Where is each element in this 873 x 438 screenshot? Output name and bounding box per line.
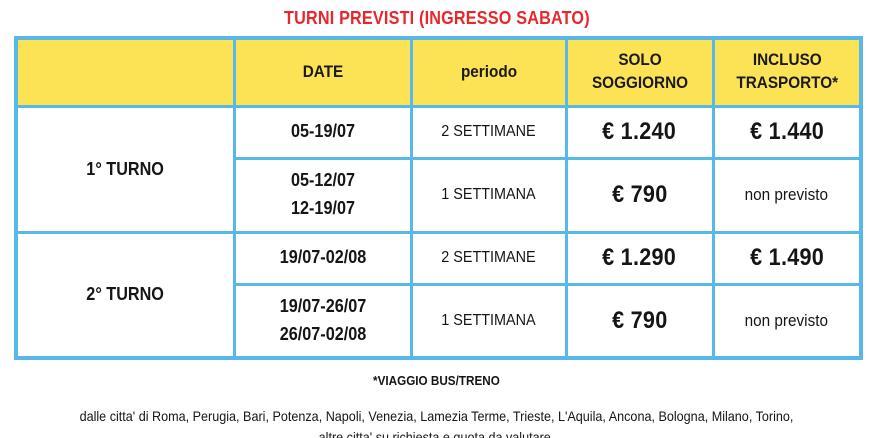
period-cell: 1 SETTIMANA xyxy=(409,282,568,360)
page-title-text: TURNI PREVISTI (INGRESSO SABATO) xyxy=(283,8,590,28)
table-row: 1° TURNO 05-19/07 2 SETTIMANE € 1.240 € … xyxy=(14,104,863,234)
cities-note: dalle citta' di Roma, Perugia, Bari, Pot… xyxy=(0,406,873,438)
header-empty xyxy=(14,36,236,108)
bus-treno-footnote: *VIAGGIO BUS/TRENO xyxy=(14,373,859,388)
header-periodo: periodo xyxy=(409,36,568,108)
cities-note-line2: altre citta' su richiesta e quota da val… xyxy=(318,429,555,438)
incluso-trasporto-price-cell: € 1.490 xyxy=(711,230,863,286)
period-value: 1 SETTIMANA xyxy=(441,311,536,329)
header-incluso-trasporto: INCLUSO TRASPORTO* xyxy=(711,36,863,108)
turno-1-label: 1° TURNO xyxy=(86,158,165,179)
period-value: 1 SETTIMANA xyxy=(441,186,536,203)
turno-1-label-cell: 1° TURNO xyxy=(14,104,236,234)
price-value: € 790 xyxy=(611,181,668,208)
price-value: € 1.440 xyxy=(749,118,824,145)
date-cell: 19/07-02/08 xyxy=(232,230,413,286)
solo-soggiorno-price-cell: € 1.240 xyxy=(564,104,715,160)
table-row: 19/07-26/07 26/07-02/08 1 SETTIMANA € 79… xyxy=(16,282,863,360)
header-row: DATE periodo SOLO SOGGIORNO INCLUSO TRAS… xyxy=(14,36,863,108)
not-available-label: non previsto xyxy=(745,310,829,330)
period-cell: 2 SETTIMANE xyxy=(409,104,568,160)
header-incluso-line1: INCLUSO xyxy=(752,50,822,70)
date-value: 19/07-02/08 xyxy=(279,247,366,268)
price-value: € 1.240 xyxy=(602,118,677,145)
solo-soggiorno-price-cell: € 790 xyxy=(564,282,715,360)
date-cell: 05-19/07 xyxy=(232,104,413,160)
bus-treno-footnote-text: *VIAGGIO BUS/TRENO xyxy=(373,373,500,388)
table-row: 05-12/07 12-19/07 1 SETTIMANA € 790 non … xyxy=(16,156,863,234)
cities-note-line1: dalle citta' di Roma, Perugia, Bari, Pot… xyxy=(79,408,794,424)
date-cell: 05-12/07 12-19/07 xyxy=(232,156,413,234)
incluso-trasporto-price-cell: € 1.440 xyxy=(711,104,863,160)
date-value-line1: 05-12/07 xyxy=(290,170,355,191)
turni-table: DATE periodo SOLO SOGGIORNO INCLUSO TRAS… xyxy=(14,36,863,360)
date-cell: 19/07-26/07 26/07-02/08 xyxy=(232,282,413,360)
table-row: 2° TURNO 19/07-02/08 2 SETTIMANE € 1.290… xyxy=(14,230,863,360)
price-value: € 790 xyxy=(611,306,668,334)
not-available-label: non previsto xyxy=(745,185,829,204)
header-solo-line2: SOGGIORNO xyxy=(591,73,688,93)
header-solo-line1: SOLO xyxy=(617,50,662,70)
header-periodo-label: periodo xyxy=(460,61,517,81)
price-value: € 1.290 xyxy=(602,244,677,271)
price-value: € 1.490 xyxy=(749,244,824,271)
date-value-line2: 26/07-02/08 xyxy=(279,323,366,344)
date-value-line1: 19/07-26/07 xyxy=(279,295,366,316)
incluso-trasporto-na-cell: non previsto xyxy=(711,156,863,234)
period-cell: 1 SETTIMANA xyxy=(409,156,568,234)
header-date: DATE xyxy=(232,36,413,108)
period-cell: 2 SETTIMANE xyxy=(409,230,568,286)
period-value: 2 SETTIMANE xyxy=(441,249,536,266)
date-value: 05-19/07 xyxy=(290,121,355,142)
solo-soggiorno-price-cell: € 1.290 xyxy=(564,230,715,286)
header-date-label: DATE xyxy=(302,61,343,81)
period-value: 2 SETTIMANE xyxy=(441,123,536,140)
solo-soggiorno-price-cell: € 790 xyxy=(564,156,715,234)
date-value-line2: 12-19/07 xyxy=(290,198,355,218)
header-incluso-line2: TRASPORTO* xyxy=(735,73,838,93)
turno-2-label: 2° TURNO xyxy=(86,284,165,305)
turno-2-label-cell: 2° TURNO xyxy=(14,230,236,360)
incluso-trasporto-na-cell: non previsto xyxy=(711,282,863,360)
header-solo-soggiorno: SOLO SOGGIORNO xyxy=(564,36,715,108)
page-title: TURNI PREVISTI (INGRESSO SABATO) xyxy=(0,0,873,29)
